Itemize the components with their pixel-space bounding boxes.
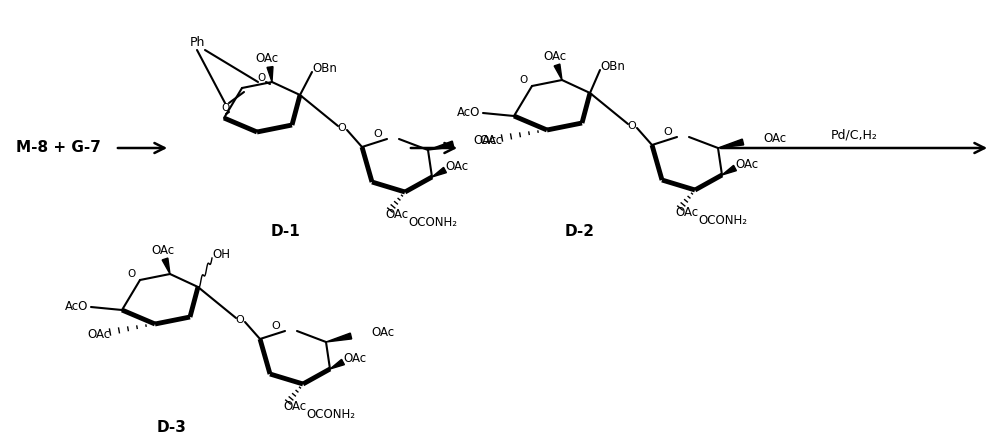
Text: O: O [628, 121, 636, 131]
Text: O: O [374, 129, 382, 139]
Text: D-1: D-1 [270, 224, 300, 240]
Text: OCONH₂: OCONH₂ [408, 215, 457, 228]
Text: OBn: OBn [600, 59, 625, 73]
Text: OAc: OAc [371, 326, 394, 339]
Text: M-8 + G-7: M-8 + G-7 [16, 140, 100, 156]
Text: D-3: D-3 [157, 421, 187, 435]
Text: OAc: OAc [675, 206, 698, 219]
Text: OAc: OAc [763, 132, 786, 145]
Polygon shape [554, 64, 562, 80]
Polygon shape [330, 359, 344, 369]
Text: OH: OH [212, 248, 230, 260]
Text: OCONH₂: OCONH₂ [698, 214, 747, 227]
Polygon shape [267, 66, 273, 82]
Polygon shape [428, 141, 454, 150]
Polygon shape [162, 258, 170, 274]
Text: OAc: OAc [385, 207, 408, 220]
Text: AcO: AcO [65, 301, 88, 314]
Text: AcO: AcO [457, 107, 480, 120]
Polygon shape [722, 165, 736, 175]
Text: OAc: OAc [255, 51, 279, 65]
Text: OAc: OAc [343, 352, 366, 366]
Text: OAc: OAc [151, 244, 175, 256]
Text: O: O [520, 75, 528, 85]
Text: OAc: OAc [479, 133, 502, 146]
Text: O: O [338, 123, 346, 133]
Text: O: O [664, 127, 672, 137]
Text: OAc: OAc [543, 50, 567, 62]
Text: Pd/C,H₂: Pd/C,H₂ [831, 128, 877, 141]
Text: Ph: Ph [189, 36, 205, 49]
Text: OAc: OAc [445, 161, 468, 173]
Text: O: O [258, 73, 266, 83]
Text: OAc: OAc [283, 400, 306, 413]
Polygon shape [326, 333, 352, 342]
Polygon shape [432, 167, 446, 177]
Text: OCONH₂: OCONH₂ [306, 408, 355, 421]
Polygon shape [718, 139, 744, 148]
Text: O: O [128, 269, 136, 279]
Text: OAc: OAc [735, 158, 758, 172]
Text: O: O [272, 321, 280, 331]
Text: OAc: OAc [87, 327, 110, 340]
Text: OBn: OBn [312, 62, 337, 74]
Text: D-2: D-2 [565, 224, 595, 240]
Text: O: O [221, 103, 229, 113]
Text: OAc: OAc [473, 133, 496, 146]
Text: O: O [236, 315, 244, 325]
